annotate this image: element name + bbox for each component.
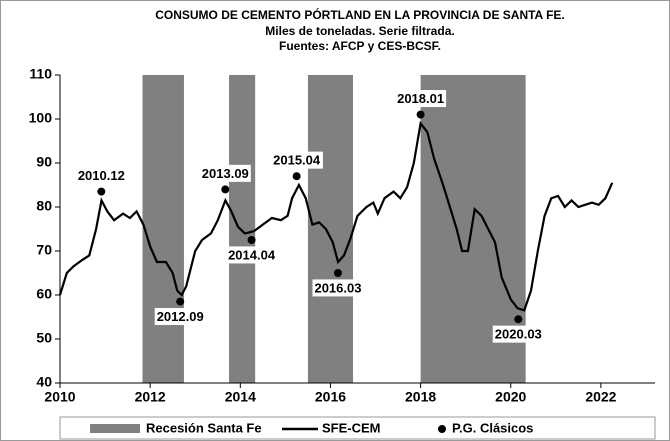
turning-point	[416, 110, 425, 119]
label-bg	[271, 151, 323, 169]
y-tick-label: 50	[36, 330, 52, 346]
x-tick-label: 2022	[585, 389, 616, 405]
turning-point-label: 2012.09	[157, 309, 204, 324]
turning-point-label: 2020.03	[495, 327, 542, 342]
label-bg	[226, 246, 278, 264]
legend-box	[59, 416, 656, 440]
label-bg	[492, 325, 544, 343]
legend-label: SFE-CEM	[322, 420, 381, 435]
x-tick-label: 2010	[44, 389, 75, 405]
recession-band	[142, 75, 184, 383]
label-bg	[312, 279, 364, 297]
legend-label: Recesión Santa Fe	[146, 420, 262, 435]
recession-band	[307, 75, 353, 383]
turning-point-label: 2015.04	[273, 153, 321, 168]
label-bg	[154, 308, 206, 326]
turning-point-label: 2013.09	[202, 166, 249, 181]
turning-point-label: 2016.03	[314, 280, 361, 295]
label-bg	[395, 90, 447, 108]
label-bg	[75, 167, 127, 185]
turning-point	[514, 315, 523, 324]
x-tick-label: 2014	[225, 389, 256, 405]
x-tick-label: 2016	[315, 389, 346, 405]
turning-point	[221, 185, 230, 194]
legend-dot	[438, 425, 446, 433]
chart-source: Fuentes: AFCP y CES-BCSF.	[279, 39, 441, 53]
legend-swatch	[90, 424, 140, 433]
turning-point	[247, 236, 256, 244]
turning-point	[97, 187, 106, 196]
x-tick-label: 2012	[135, 389, 166, 405]
y-tick-label: 100	[29, 110, 53, 126]
turning-point-label: 2010.12	[78, 168, 125, 183]
x-tick-label: 2018	[405, 389, 436, 405]
data-line	[58, 120, 614, 312]
turning-point-label: 2018.01	[397, 91, 444, 106]
y-tick-label: 40	[36, 374, 52, 390]
x-tick-label: 2020	[495, 389, 526, 405]
turning-point	[333, 269, 342, 277]
y-tick-label: 110	[29, 66, 52, 82]
label-bg	[199, 164, 251, 182]
recession-band	[229, 75, 256, 383]
legend-label: P.G. Clásicos	[452, 420, 533, 435]
y-tick-label: 80	[36, 198, 52, 214]
turning-point	[176, 297, 185, 306]
chart-subtitle: Miles de toneladas. Serie filtrada.	[265, 24, 454, 38]
y-tick-label: 90	[36, 154, 52, 170]
chart-title: CONSUMO DE CEMENTO PÓRTLAND EN LA PROVIN…	[155, 7, 565, 22]
y-tick-label: 60	[36, 286, 52, 302]
turning-point	[292, 172, 301, 181]
turning-point-label: 2014.04	[228, 247, 276, 262]
y-tick-label: 70	[36, 242, 52, 258]
